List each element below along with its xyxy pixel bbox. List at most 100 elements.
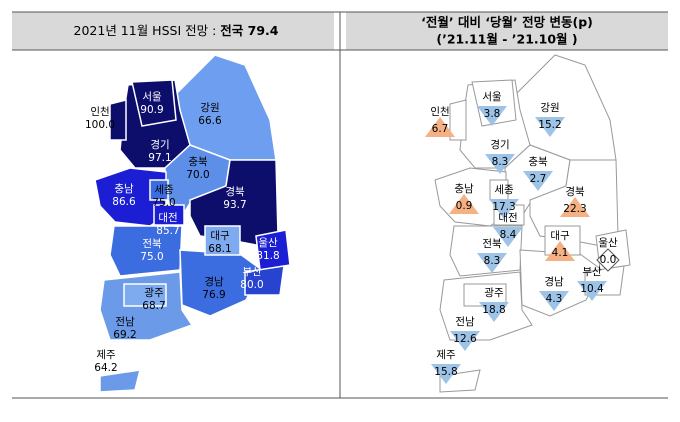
left-header-bg: [12, 12, 334, 50]
region-change: 8.3: [492, 156, 509, 168]
change-marker: [493, 227, 523, 247]
change-marker: [577, 281, 607, 301]
region-change: 17.3: [492, 201, 515, 213]
region-8: [153, 204, 185, 226]
change-marker: [425, 117, 455, 137]
region-name: 경기: [490, 138, 509, 151]
region-value: 75.0: [140, 251, 163, 263]
region-name: 전남: [115, 316, 135, 328]
region-name: 경북: [565, 185, 585, 198]
region-name: 세종: [154, 184, 174, 196]
region-12: [255, 229, 291, 271]
region-value: 68.7: [142, 300, 165, 312]
region-value: 85.7: [156, 225, 179, 237]
region-value: 97.1: [148, 152, 171, 164]
region-change: 0.9: [456, 200, 473, 212]
region-name: 경기: [150, 138, 169, 151]
region-name: 전북: [482, 238, 502, 250]
region-15: [123, 283, 167, 307]
region-name: 인천: [90, 106, 109, 118]
region-value: 69.2: [113, 329, 136, 341]
region-value: 64.2: [94, 362, 117, 374]
change-marker: [477, 253, 507, 273]
region-2: [131, 79, 177, 127]
region-value: 81.8: [256, 250, 279, 262]
region-name: 부산: [582, 266, 602, 278]
region-name: 광주: [484, 287, 504, 299]
region-value: 80.0: [240, 279, 263, 291]
change-marker: [545, 241, 575, 261]
region-name: 대구: [550, 230, 570, 242]
change-marker: [539, 291, 569, 311]
region-value: 93.7: [223, 199, 246, 211]
region-change: 6.7: [432, 123, 449, 135]
region-change: 15.2: [538, 119, 561, 131]
region-change: 12.6: [453, 333, 477, 345]
region-name: 서울: [142, 91, 162, 103]
region-name: 강원: [540, 102, 559, 114]
region-value: 90.9: [140, 104, 163, 116]
region-name: 충북: [188, 156, 208, 168]
title-text: 2021년 11월 HSSI 전망 :: [74, 23, 221, 38]
change-marker: [489, 199, 519, 219]
change-marker: [479, 302, 509, 322]
region-change: 4.3: [546, 293, 563, 305]
title-emphasis: 전국 79.4: [220, 23, 278, 38]
right-header-bg: [346, 12, 668, 50]
right-title: ‘전월’ 대비 ‘당월’ 전망 변동(p): [421, 15, 593, 30]
right-subtitle: (’21.11월 - ’21.10월 ): [436, 32, 577, 47]
region-outline: [471, 79, 517, 127]
region-value: 75.0: [152, 197, 175, 209]
region-name: 광주: [144, 287, 164, 299]
region-name: 충북: [528, 156, 548, 168]
change-marker: [535, 117, 565, 137]
region-3: [109, 99, 127, 141]
region-change: 18.8: [482, 304, 505, 316]
region-change: 22.3: [563, 203, 586, 215]
region-value: 68.1: [208, 243, 231, 255]
region-name: 경북: [225, 185, 245, 198]
region-9: [109, 225, 183, 277]
region-16: [99, 369, 142, 393]
region-value: 66.6: [198, 115, 222, 127]
region-change: 8.3: [484, 255, 501, 267]
change-marker: [477, 106, 507, 126]
region-change: 3.8: [484, 108, 501, 120]
change-marker: [560, 197, 590, 217]
region-name: 제주: [96, 349, 116, 361]
change-marker: [431, 364, 461, 384]
change-marker: [485, 154, 515, 174]
region-change: 0.0: [600, 254, 617, 266]
region-name: 울산: [598, 237, 618, 249]
region-name: 울산: [258, 237, 278, 249]
region-13: [244, 265, 285, 296]
region-change: 15.8: [434, 366, 457, 378]
region-name: 제주: [436, 349, 456, 361]
region-name: 부산: [242, 266, 262, 278]
change-marker: [450, 331, 480, 351]
region-name: 충남: [114, 183, 134, 195]
region-name: 전북: [142, 238, 162, 250]
change-marker: [596, 248, 620, 272]
region-value: 76.9: [202, 289, 225, 301]
region-change: 10.4: [580, 283, 604, 295]
region-outline: [544, 225, 581, 256]
region-name: 강원: [200, 102, 219, 114]
region-name: 경남: [204, 275, 224, 288]
region-change: 8.4: [500, 229, 517, 241]
left-title: 2021년 11월 HSSI 전망 : 전국 79.4: [74, 23, 279, 38]
region-value: 86.6: [112, 196, 136, 208]
region-name: 인천: [430, 106, 449, 118]
change-marker: [449, 194, 479, 214]
region-7: [149, 179, 169, 201]
region-outline: [449, 99, 467, 141]
region-name: 세종: [494, 184, 514, 196]
region-name: 서울: [482, 91, 502, 103]
region-name: 충남: [454, 183, 474, 195]
region-change: 4.1: [552, 247, 569, 259]
maps: 강원66.6경기97.1서울90.9인천100.0충북70.0충남86.6경북9…: [85, 54, 631, 393]
change-marker: [523, 171, 553, 191]
region-value: 70.0: [186, 169, 209, 181]
region-name: 대전: [498, 212, 517, 224]
region-11: [204, 225, 241, 256]
